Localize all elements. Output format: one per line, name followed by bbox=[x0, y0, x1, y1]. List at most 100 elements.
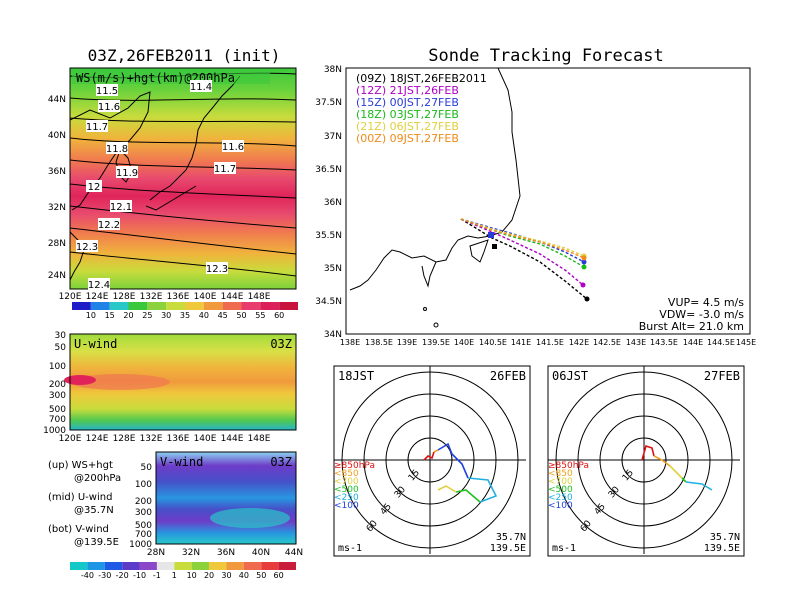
ws-colorbar-cell bbox=[222, 302, 242, 310]
svg-text:141.5E: 141.5E bbox=[536, 338, 564, 347]
svg-text:34N: 34N bbox=[324, 330, 342, 340]
vwind-colorbar-cell bbox=[104, 562, 123, 570]
svg-text:<100: <100 bbox=[334, 501, 359, 511]
svg-text:144E: 144E bbox=[221, 292, 244, 302]
hodograph-trace bbox=[433, 449, 439, 453]
svg-text:<500: <500 bbox=[334, 485, 359, 495]
svg-text:36N: 36N bbox=[217, 548, 235, 558]
track-lat-ticks: 38N 37.5N 37N 36.5N 36N 35.5N 35N 34.5N … bbox=[315, 65, 342, 340]
vwind-colorbar-cell bbox=[226, 562, 244, 570]
vwind-colorbar-cell bbox=[87, 562, 105, 570]
track-params: VUP= 4.5 m/s VDW= -3.0 m/s Burst Alt= 21… bbox=[639, 296, 745, 333]
ws-colorbar-cell bbox=[109, 302, 129, 310]
vwind-colorbar-cell bbox=[209, 562, 227, 570]
vwind-colorbar-label: 60 bbox=[274, 571, 284, 580]
ws-colorbar-cell bbox=[260, 302, 280, 310]
sonde-track bbox=[460, 218, 588, 300]
hodo2-lat: 35.7N bbox=[710, 532, 740, 543]
svg-text:139E: 139E bbox=[397, 338, 417, 347]
svg-text:148E: 148E bbox=[248, 292, 271, 302]
vwind-colorbar: -40 -30 -20 -10 -1 1 10 20 30 40 50 60 bbox=[70, 562, 296, 580]
hodo2-units: ms-1 bbox=[552, 543, 576, 554]
svg-text:@200hPa: @200hPa bbox=[74, 473, 121, 484]
ws-colorbar-cell bbox=[203, 302, 223, 310]
svg-text:40N: 40N bbox=[48, 131, 66, 141]
svg-text:50: 50 bbox=[141, 463, 153, 473]
vwind-colorbar-cell bbox=[278, 562, 296, 570]
svg-text:128E: 128E bbox=[113, 434, 136, 444]
track-end-marker bbox=[581, 259, 587, 265]
hodo1-time: 18JST bbox=[338, 369, 374, 383]
vwind-panel: V-wind 03Z 50 100 200 300 500 700 1000 2… bbox=[129, 451, 303, 558]
hodo1-date: 26FEB bbox=[490, 369, 526, 383]
vwind-colorbar-cell bbox=[156, 562, 175, 570]
vwind-colorbar-label: 20 bbox=[204, 571, 214, 580]
svg-text:12.1: 12.1 bbox=[110, 202, 132, 213]
svg-text:136E: 136E bbox=[167, 292, 190, 302]
track-end-marker bbox=[580, 282, 586, 288]
hodograph-trace bbox=[681, 477, 687, 483]
svg-text:11.8: 11.8 bbox=[106, 144, 128, 155]
vwind-colorbar-label: -40 bbox=[81, 571, 94, 580]
svg-text:132E: 132E bbox=[140, 434, 163, 444]
coastline-japan-south bbox=[145, 185, 197, 211]
svg-text:(15Z) 00JST,27FEB: (15Z) 00JST,27FEB bbox=[356, 96, 459, 109]
ws-colorbar-label: 60 bbox=[274, 311, 284, 320]
svg-text:700: 700 bbox=[135, 530, 152, 540]
vwind-colorbar-label: 30 bbox=[221, 571, 231, 580]
track-end-marker bbox=[581, 255, 587, 261]
sonde-track bbox=[460, 218, 584, 286]
svg-text:28N: 28N bbox=[147, 548, 165, 558]
vwind-colorbar-cell bbox=[174, 562, 192, 570]
vwind-colorbar-cell bbox=[191, 562, 210, 570]
svg-text:11.4: 11.4 bbox=[190, 82, 212, 93]
svg-text:(00Z) 09JST,27FEB: (00Z) 09JST,27FEB bbox=[356, 132, 459, 145]
svg-text:(12Z) 21JST,26FEB: (12Z) 21JST,26FEB bbox=[356, 84, 459, 97]
svg-text:148E: 148E bbox=[248, 434, 271, 444]
svg-text:142.5E: 142.5E bbox=[593, 338, 621, 347]
hodo2-date: 27FEB bbox=[704, 369, 740, 383]
right-title: Sonde Tracking Forecast bbox=[428, 46, 663, 66]
svg-text:12.4: 12.4 bbox=[88, 280, 110, 291]
svg-text:50: 50 bbox=[55, 343, 67, 353]
svg-text:145E: 145E bbox=[736, 338, 756, 347]
vwind-lat-ticks: 28N 32N 36N 40N 44N bbox=[147, 548, 303, 558]
svg-text:11.7: 11.7 bbox=[214, 164, 236, 175]
coastline-izu bbox=[421, 261, 437, 288]
island bbox=[433, 322, 439, 328]
svg-text:<700: <700 bbox=[334, 477, 359, 487]
svg-text:(21Z) 06JST,27FEB: (21Z) 06JST,27FEB bbox=[356, 120, 459, 133]
svg-text:36N: 36N bbox=[324, 198, 342, 208]
track-legend: (09Z) 18JST,26FEB2011 (12Z) 21JST,26FEB … bbox=[356, 72, 487, 145]
svg-text:124E: 124E bbox=[86, 292, 109, 302]
svg-text:136E: 136E bbox=[167, 434, 190, 444]
svg-text:<250: <250 bbox=[334, 493, 359, 503]
svg-text:128E: 128E bbox=[113, 292, 136, 302]
svg-text:138E: 138E bbox=[340, 338, 360, 347]
svg-text:144E: 144E bbox=[683, 338, 703, 347]
svg-text:<700: <700 bbox=[548, 477, 573, 487]
vwind-colorbar-cell bbox=[139, 562, 157, 570]
track-map-panel: (09Z) 18JST,26FEB2011 (12Z) 21JST,26FEB … bbox=[315, 65, 756, 347]
uwind-p-ticks: 30 50 100 200 300 500 700 1000 bbox=[43, 331, 66, 436]
svg-text:(09Z) 18JST,26FEB2011: (09Z) 18JST,26FEB2011 bbox=[356, 72, 487, 85]
vwind-colorbar-cell bbox=[261, 562, 279, 570]
svg-text:32N: 32N bbox=[182, 548, 200, 558]
svg-text:138.5E: 138.5E bbox=[365, 338, 393, 347]
svg-text:144E: 144E bbox=[221, 434, 244, 444]
uwind-lon-ticks: 120E 124E 128E 132E 136E 140E 144E 148E bbox=[59, 434, 271, 444]
svg-text:200: 200 bbox=[135, 497, 152, 507]
svg-text:<850: <850 bbox=[334, 469, 359, 479]
svg-text:44N: 44N bbox=[285, 548, 303, 558]
ws-colorbar-cell bbox=[241, 302, 261, 310]
svg-text:300: 300 bbox=[49, 391, 66, 401]
svg-text:@35.7N: @35.7N bbox=[74, 505, 114, 516]
coastline-boso bbox=[469, 239, 489, 263]
ws-colorbar-label: 30 bbox=[161, 311, 171, 320]
vwind-colorbar-cell bbox=[243, 562, 262, 570]
hodo2-lon: 139.5E bbox=[704, 543, 740, 554]
vwind-colorbar-cell bbox=[70, 562, 88, 570]
ws-colorbar-label: 20 bbox=[123, 311, 133, 320]
svg-text:VUP= 4.5 m/s: VUP= 4.5 m/s bbox=[668, 296, 744, 309]
svg-text:12.3: 12.3 bbox=[206, 264, 228, 275]
